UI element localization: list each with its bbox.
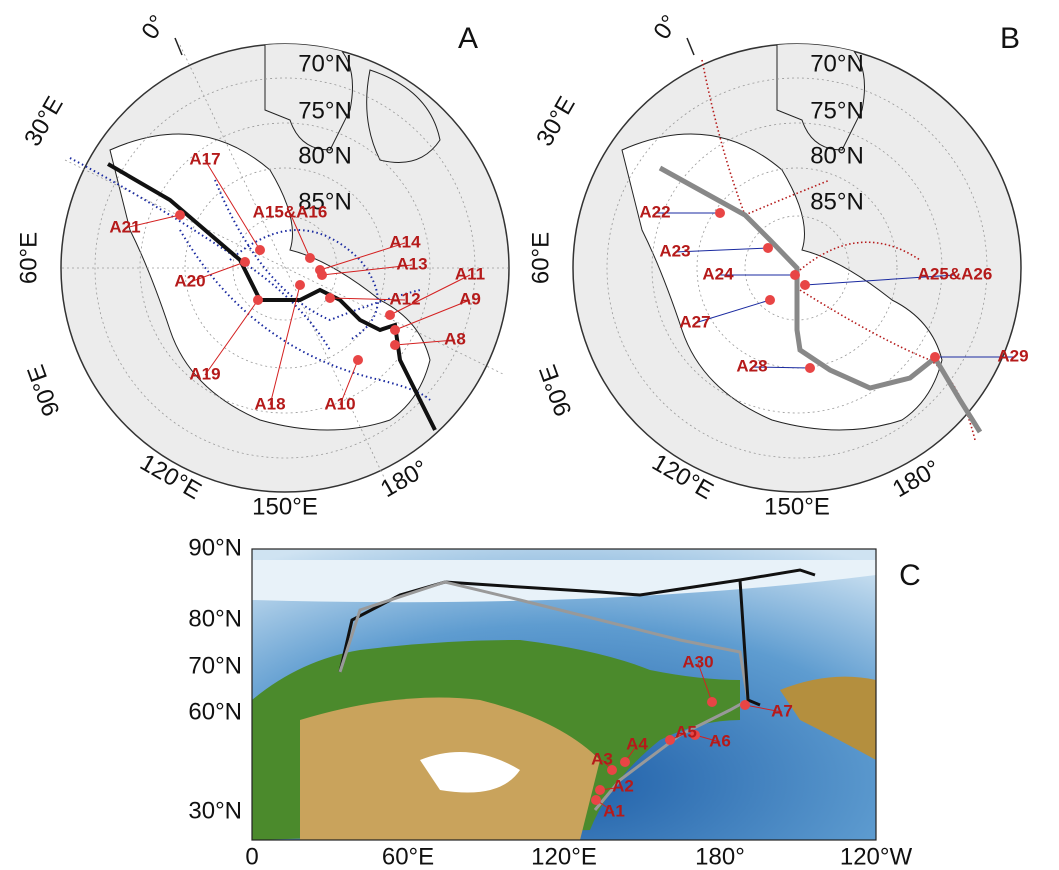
site-marker <box>295 280 305 290</box>
site-label: A2 <box>612 776 634 795</box>
longitude-label: 0 <box>245 843 258 870</box>
latitude-label: 75°N <box>810 97 864 124</box>
site-label: A11 <box>455 264 485 283</box>
site-marker <box>930 352 940 362</box>
site-label: A14 <box>389 232 421 251</box>
site-marker <box>800 280 810 290</box>
site-marker <box>353 355 363 365</box>
site-label: A23 <box>659 241 690 260</box>
longitude-label: 120°W <box>840 843 913 870</box>
latitude-label: 80°N <box>298 142 352 169</box>
latitude-label: 70°N <box>298 50 352 77</box>
panel-letter: B <box>1000 22 1020 55</box>
longitude-label: 60°E <box>382 843 434 870</box>
site-marker <box>317 270 327 280</box>
site-marker <box>325 293 335 303</box>
site-label: A30 <box>682 652 713 671</box>
site-label: A25&A26 <box>918 264 993 283</box>
site-marker <box>707 697 717 707</box>
longitude-label: 90°E <box>22 361 65 419</box>
longitude-label: 180° <box>695 843 745 870</box>
site-marker <box>175 210 185 220</box>
site-marker <box>790 270 800 280</box>
site-label: A1 <box>603 801 625 820</box>
longitude-label: 0° <box>136 10 171 44</box>
longitude-label: 60°E <box>15 232 42 284</box>
site-marker <box>390 340 400 350</box>
site-marker <box>240 257 250 267</box>
site-label: A21 <box>109 217 140 236</box>
latitude-label: 80°N <box>188 605 242 632</box>
site-label: A10 <box>324 394 355 413</box>
figure: 70°N 75°N 80°N 85°N 0° 30°E 60°E 90°E 120°E 150°E… <box>0 0 1059 870</box>
site-label: A4 <box>626 734 648 753</box>
latitude-label: 85°N <box>810 188 864 215</box>
latitude-label: 60°N <box>188 698 242 725</box>
site-label: A9 <box>459 289 481 308</box>
site-marker <box>305 253 315 263</box>
site-marker <box>805 363 815 373</box>
site-marker <box>765 295 775 305</box>
longitude-label: 60°E <box>527 232 554 284</box>
site-marker <box>253 295 263 305</box>
site-label: A17 <box>189 149 220 168</box>
site-label: A13 <box>396 254 427 273</box>
site-marker <box>715 208 725 218</box>
latitude-label: 70°N <box>188 652 242 679</box>
site-marker <box>595 785 605 795</box>
site-label: A19 <box>189 364 220 383</box>
site-label: A20 <box>174 271 205 290</box>
site-label: A7 <box>771 701 793 720</box>
site-label: A12 <box>389 289 420 308</box>
site-label: A24 <box>702 264 734 283</box>
site-label: A15&A16 <box>253 202 328 221</box>
longitude-label: 30°E <box>531 92 581 151</box>
site-label: A28 <box>736 356 767 375</box>
longitude-label: 120°E <box>531 843 597 870</box>
site-label: A29 <box>997 346 1028 365</box>
site-label: A6 <box>709 731 731 750</box>
site-label: A27 <box>679 312 710 331</box>
longitude-label: 90°E <box>534 361 577 419</box>
site-marker <box>665 735 675 745</box>
longitude-label: 150°E <box>764 493 830 520</box>
site-label: A18 <box>254 394 285 413</box>
site-label: A3 <box>591 749 613 768</box>
panel-letter: A <box>458 22 478 55</box>
site-marker <box>620 757 630 767</box>
site-marker <box>591 795 601 805</box>
longitude-label: 150°E <box>252 493 318 520</box>
site-marker <box>255 245 265 255</box>
site-label: A8 <box>444 329 466 348</box>
latitude-label: 70°N <box>810 50 864 77</box>
site-marker <box>763 243 773 253</box>
latitude-label: 75°N <box>298 97 352 124</box>
relief-map-c <box>252 549 876 840</box>
latitude-label: 90°N <box>188 534 242 561</box>
latitude-label: 30°N <box>188 797 242 824</box>
longitude-label: 30°E <box>19 92 69 151</box>
site-marker <box>385 310 395 320</box>
site-marker <box>390 325 400 335</box>
site-label: A22 <box>639 202 670 221</box>
panel-letter: C <box>899 559 921 592</box>
latitude-label: 80°N <box>810 142 864 169</box>
longitude-label: 0° <box>648 10 683 44</box>
site-label: A5 <box>675 722 697 741</box>
polar-map-a <box>61 38 509 492</box>
site-marker <box>740 700 750 710</box>
